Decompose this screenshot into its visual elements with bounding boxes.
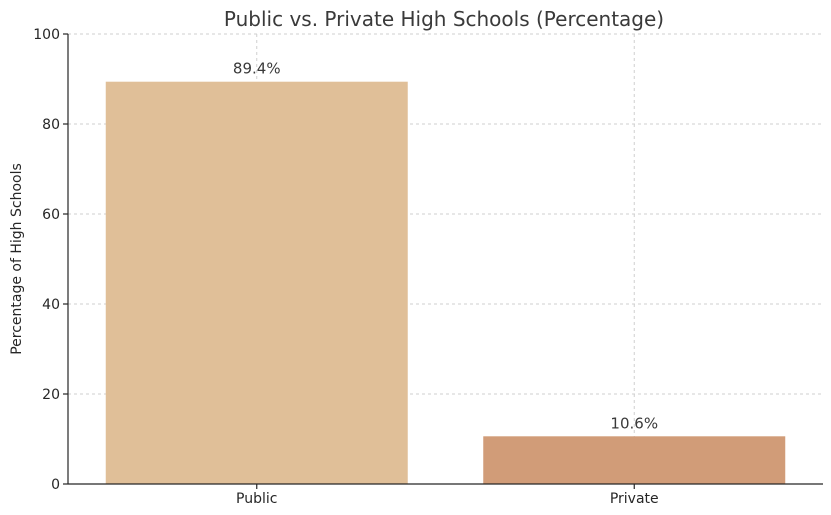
y-axis-label: Percentage of High Schools: [9, 163, 25, 355]
chart-title: Public vs. Private High Schools (Percent…: [224, 7, 664, 31]
bar-private: [483, 436, 786, 484]
bar-value-label: 10.6%: [610, 414, 658, 432]
y-tick-label: 0: [51, 477, 60, 493]
label-layer: 0 20 40 60 80 100 89.4% Public 10.6% Private: [33, 27, 658, 507]
y-tick-label: 20: [42, 387, 60, 403]
y-tick-label: 40: [42, 297, 60, 313]
bar-public: [105, 81, 408, 484]
bar-layer: [105, 81, 786, 484]
y-tick-label: 100: [33, 27, 60, 43]
x-tick-label: Private: [610, 491, 659, 507]
y-tick-label: 60: [42, 207, 60, 223]
x-tick-label: Public: [236, 491, 277, 507]
y-tick-label: 80: [42, 117, 60, 133]
bar-value-label: 89.4%: [233, 60, 281, 78]
